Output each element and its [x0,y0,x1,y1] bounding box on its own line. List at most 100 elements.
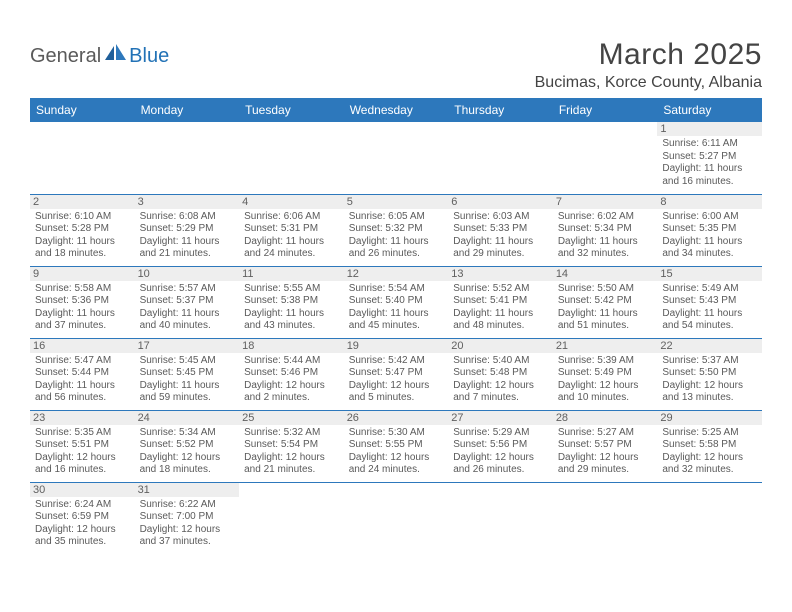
sunrise-text: Sunrise: 6:24 AM [35,499,130,512]
daylight-text: and 51 minutes. [558,320,653,333]
sunset-text: Sunset: 5:51 PM [35,439,130,452]
sunrise-text: Sunrise: 5:42 AM [349,355,444,368]
daylight-text: Daylight: 12 hours [35,452,130,465]
sunrise-text: Sunrise: 5:49 AM [662,283,757,296]
sail-icon [105,44,127,67]
sunset-text: Sunset: 5:42 PM [558,295,653,308]
day-header: Sunday [30,98,135,122]
daylight-text: Daylight: 12 hours [35,524,130,537]
calendar-body: 1Sunrise: 6:11 AMSunset: 5:27 PMDaylight… [30,122,762,554]
page-title: March 2025 [535,38,762,72]
daylight-text: and 21 minutes. [244,464,339,477]
calendar-cell: 30Sunrise: 6:24 AMSunset: 6:59 PMDayligh… [30,482,135,554]
calendar-cell: 25Sunrise: 5:32 AMSunset: 5:54 PMDayligh… [239,410,344,482]
logo: General Blue [30,44,169,69]
daylight-text: Daylight: 11 hours [35,380,130,393]
daylight-text: and 45 minutes. [349,320,444,333]
daylight-text: and 5 minutes. [349,392,444,405]
calendar-week: 1Sunrise: 6:11 AMSunset: 5:27 PMDaylight… [30,122,762,194]
sunrise-text: Sunrise: 5:50 AM [558,283,653,296]
sunset-text: Sunset: 7:00 PM [140,511,235,524]
day-number [30,122,135,124]
sunrise-text: Sunrise: 6:22 AM [140,499,235,512]
daylight-text: Daylight: 11 hours [244,308,339,321]
sunset-text: Sunset: 5:43 PM [662,295,757,308]
daylight-text: and 32 minutes. [662,464,757,477]
calendar-cell: 13Sunrise: 5:52 AMSunset: 5:41 PMDayligh… [448,266,553,338]
daylight-text: Daylight: 12 hours [140,452,235,465]
day-number: 6 [448,195,553,209]
daylight-text: and 24 minutes. [349,464,444,477]
day-number [239,122,344,124]
sunrise-text: Sunrise: 6:06 AM [244,211,339,224]
daylight-text: and 56 minutes. [35,392,130,405]
daylight-text: and 18 minutes. [35,248,130,261]
calendar-cell [135,122,240,194]
day-number: 21 [553,339,658,353]
day-number: 5 [344,195,449,209]
sunset-text: Sunset: 5:56 PM [453,439,548,452]
day-number: 4 [239,195,344,209]
daylight-text: Daylight: 12 hours [349,452,444,465]
sunset-text: Sunset: 5:58 PM [662,439,757,452]
calendar-cell: 9Sunrise: 5:58 AMSunset: 5:36 PMDaylight… [30,266,135,338]
sunset-text: Sunset: 5:45 PM [140,367,235,380]
sunrise-text: Sunrise: 6:08 AM [140,211,235,224]
daylight-text: Daylight: 11 hours [35,308,130,321]
day-number: 12 [344,267,449,281]
day-number: 13 [448,267,553,281]
sunset-text: Sunset: 5:35 PM [662,223,757,236]
day-number: 11 [239,267,344,281]
sunrise-text: Sunrise: 6:00 AM [662,211,757,224]
day-number: 8 [657,195,762,209]
daylight-text: Daylight: 12 hours [662,452,757,465]
daylight-text: Daylight: 11 hours [453,308,548,321]
header: General Blue March 2025 Bucimas, Korce C… [30,38,762,92]
day-header: Friday [553,98,658,122]
sunrise-text: Sunrise: 5:35 AM [35,427,130,440]
sunset-text: Sunset: 5:33 PM [453,223,548,236]
daylight-text: Daylight: 11 hours [140,308,235,321]
sunset-text: Sunset: 5:32 PM [349,223,444,236]
daylight-text: Daylight: 11 hours [140,236,235,249]
day-number: 17 [135,339,240,353]
calendar-cell: 23 Sunrise: 5:35 AMSunset: 5:51 PMDayligh… [30,410,135,482]
day-number: 29 [657,411,762,425]
day-number: 28 [553,411,658,425]
day-number: 31 [135,483,240,497]
calendar-cell [239,482,344,554]
location-text: Bucimas, Korce County, Albania [535,74,762,92]
calendar-cell: 11Sunrise: 5:55 AMSunset: 5:38 PMDayligh… [239,266,344,338]
sunset-text: Sunset: 5:52 PM [140,439,235,452]
daylight-text: Daylight: 12 hours [349,380,444,393]
calendar-week: 16Sunrise: 5:47 AMSunset: 5:44 PMDayligh… [30,338,762,410]
title-block: March 2025 Bucimas, Korce County, Albani… [535,38,762,92]
daylight-text: and 21 minutes. [140,248,235,261]
day-number: 1 [657,122,762,136]
calendar-cell: 14Sunrise: 5:50 AMSunset: 5:42 PMDayligh… [553,266,658,338]
sunset-text: Sunset: 5:41 PM [453,295,548,308]
calendar-cell [448,482,553,554]
daylight-text: and 35 minutes. [35,536,130,549]
daylight-text: Daylight: 11 hours [453,236,548,249]
day-number: 23 [30,411,135,425]
calendar-cell: 10Sunrise: 5:57 AMSunset: 5:37 PMDayligh… [135,266,240,338]
day-header: Thursday [448,98,553,122]
day-header: Tuesday [239,98,344,122]
daylight-text: Daylight: 12 hours [244,380,339,393]
calendar-cell: 18Sunrise: 5:44 AMSunset: 5:46 PMDayligh… [239,338,344,410]
calendar-cell [553,122,658,194]
calendar-cell: 27Sunrise: 5:29 AMSunset: 5:56 PMDayligh… [448,410,553,482]
calendar-cell [239,122,344,194]
sunrise-text: Sunrise: 5:58 AM [35,283,130,296]
day-number [135,122,240,124]
calendar-cell: 16Sunrise: 5:47 AMSunset: 5:44 PMDayligh… [30,338,135,410]
sunrise-text: Sunrise: 5:34 AM [140,427,235,440]
calendar-cell: 29Sunrise: 5:25 AMSunset: 5:58 PMDayligh… [657,410,762,482]
daylight-text: and 40 minutes. [140,320,235,333]
calendar-cell: 12Sunrise: 5:54 AMSunset: 5:40 PMDayligh… [344,266,449,338]
daylight-text: and 34 minutes. [662,248,757,261]
calendar-cell [344,482,449,554]
daylight-text: Daylight: 12 hours [453,380,548,393]
logo-text-blue: Blue [129,45,169,68]
